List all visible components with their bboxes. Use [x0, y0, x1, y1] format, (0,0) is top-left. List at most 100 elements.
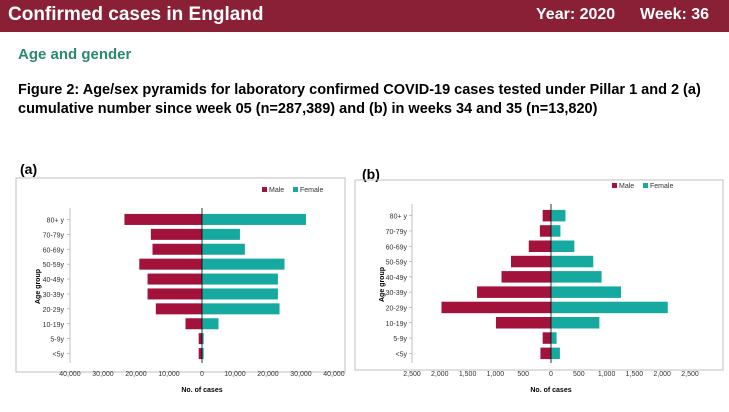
bar-female-1-7: [551, 317, 600, 329]
category-label-0-9: <5y: [53, 352, 65, 359]
y-axis-title-1: Age group: [379, 267, 386, 302]
category-label-0-7: 10-19y: [43, 322, 65, 329]
legend-label-female-0: Female: [300, 187, 323, 194]
category-label-1-1: 70-79y: [386, 229, 408, 236]
category-label-1-3: 50-59y: [386, 260, 408, 267]
bar-male-0-6: [155, 303, 202, 315]
x-tick-label-1-10: 2,500: [681, 371, 699, 378]
legend-swatch-female-0: [293, 187, 298, 192]
legend-label-male-1: Male: [619, 183, 634, 190]
bar-female-1-5: [551, 286, 622, 298]
category-label-0-1: 70-79y: [43, 232, 65, 239]
bar-male-1-0: [542, 209, 551, 222]
bar-female-0-3: [202, 258, 285, 270]
x-tick-label-1-3: 1,000: [487, 371, 505, 378]
x-axis-title-1: No. of cases: [530, 387, 571, 394]
category-label-0-5: 30-39y: [43, 292, 65, 299]
category-label-0-3: 50-59y: [43, 262, 65, 269]
x-tick-label-1-4: 500: [517, 371, 529, 378]
category-label-0-6: 20-29y: [43, 307, 65, 314]
chart-frame-0: [15, 177, 346, 373]
x-tick-label-1-9: 2,000: [653, 371, 671, 378]
bar-male-1-3: [510, 255, 551, 268]
x-tick-label-1-0: 2,500: [403, 371, 421, 378]
panel-label-a: (a): [20, 161, 38, 177]
x-tick-label-1-8: 1,500: [626, 371, 644, 378]
bar-male-0-8: [198, 333, 202, 345]
bar-female-0-0: [202, 213, 306, 225]
category-label-0-2: 60-69y: [43, 247, 65, 254]
bar-female-1-3: [551, 255, 594, 268]
bar-female-0-8: [202, 333, 204, 345]
legend-swatch-male-1: [612, 183, 617, 188]
x-tick-label-1-1: 2,000: [431, 371, 449, 378]
week-label: Week: 36: [640, 6, 710, 23]
category-label-1-4: 40-49y: [386, 275, 408, 282]
bar-male-0-5: [147, 288, 202, 300]
x-tick-label-0-3: 10,000: [158, 371, 180, 378]
bar-female-0-6: [202, 303, 280, 315]
bar-male-0-7: [185, 318, 202, 330]
bar-male-0-4: [147, 273, 202, 285]
category-label-0-8: 5-9y: [50, 337, 64, 344]
bar-female-0-9: [202, 348, 204, 360]
bar-female-1-0: [551, 209, 566, 222]
x-tick-label-0-5: 10,000: [224, 371, 246, 378]
header-banner: Confirmed cases in England Year: 2020 We…: [0, 0, 729, 32]
x-tick-label-0-1: 30,000: [92, 371, 114, 378]
category-label-0-4: 40-49y: [43, 277, 65, 284]
category-label-1-7: 10-19y: [386, 321, 408, 328]
bar-male-1-4: [501, 271, 551, 283]
bar-male-1-1: [539, 225, 551, 237]
bar-female-0-7: [202, 318, 219, 330]
bar-female-0-2: [202, 243, 245, 255]
x-tick-label-1-6: 500: [573, 371, 585, 378]
x-tick-label-1-7: 1,000: [598, 371, 616, 378]
bar-female-1-4: [551, 271, 602, 283]
legend-swatch-female-1: [643, 183, 648, 188]
bar-male-1-9: [540, 347, 551, 360]
bar-female-1-8: [551, 332, 557, 344]
panel-label-b: (b): [362, 166, 380, 182]
legend-label-male-0: Male: [269, 187, 284, 194]
category-label-1-6: 20-29y: [386, 305, 408, 312]
bar-male-1-6: [441, 301, 551, 314]
bar-female-0-4: [202, 273, 278, 285]
y-axis-title-0: Age group: [35, 269, 42, 304]
bar-male-0-1: [150, 228, 202, 240]
x-tick-label-0-6: 20,000: [257, 371, 279, 378]
legend-swatch-male-0: [262, 187, 267, 192]
x-tick-label-0-7: 30,000: [290, 371, 312, 378]
bar-female-1-6: [551, 301, 668, 314]
category-label-1-8: 5-9y: [393, 336, 407, 343]
bar-male-1-2: [528, 240, 551, 252]
bar-male-1-8: [542, 332, 551, 344]
section-title: Age and gender: [18, 46, 132, 63]
category-label-1-0: 80+ y: [390, 214, 408, 221]
bar-male-1-7: [495, 317, 551, 329]
bar-male-0-3: [139, 258, 202, 270]
year-label: Year: 2020: [536, 6, 616, 23]
x-tick-label-1-5: 0: [549, 371, 553, 378]
legend-label-female-1: Female: [650, 183, 673, 190]
bar-male-1-5: [477, 286, 551, 298]
bar-male-0-0: [124, 213, 202, 225]
x-tick-label-1-2: 1,500: [459, 371, 477, 378]
bar-female-1-9: [551, 347, 560, 360]
x-tick-label-0-2: 20,000: [125, 371, 147, 378]
bar-female-1-1: [551, 225, 561, 237]
chart-frame-1: [354, 179, 724, 371]
bar-male-0-9: [198, 348, 202, 360]
category-label-0-0: 80+ y: [47, 217, 65, 224]
category-label-1-9: <5y: [396, 351, 408, 358]
x-tick-label-0-4: 0: [200, 371, 204, 378]
bar-male-0-2: [152, 243, 202, 255]
bar-female-0-1: [202, 228, 240, 240]
category-label-1-5: 30-39y: [386, 290, 408, 297]
bar-female-1-2: [551, 240, 575, 252]
x-tick-label-0-8: 40,000: [323, 371, 345, 378]
bar-female-0-5: [202, 288, 278, 300]
category-label-1-2: 60-69y: [386, 244, 408, 251]
figure-caption: Figure 2: Age/sex pyramids for laborator…: [18, 82, 701, 117]
